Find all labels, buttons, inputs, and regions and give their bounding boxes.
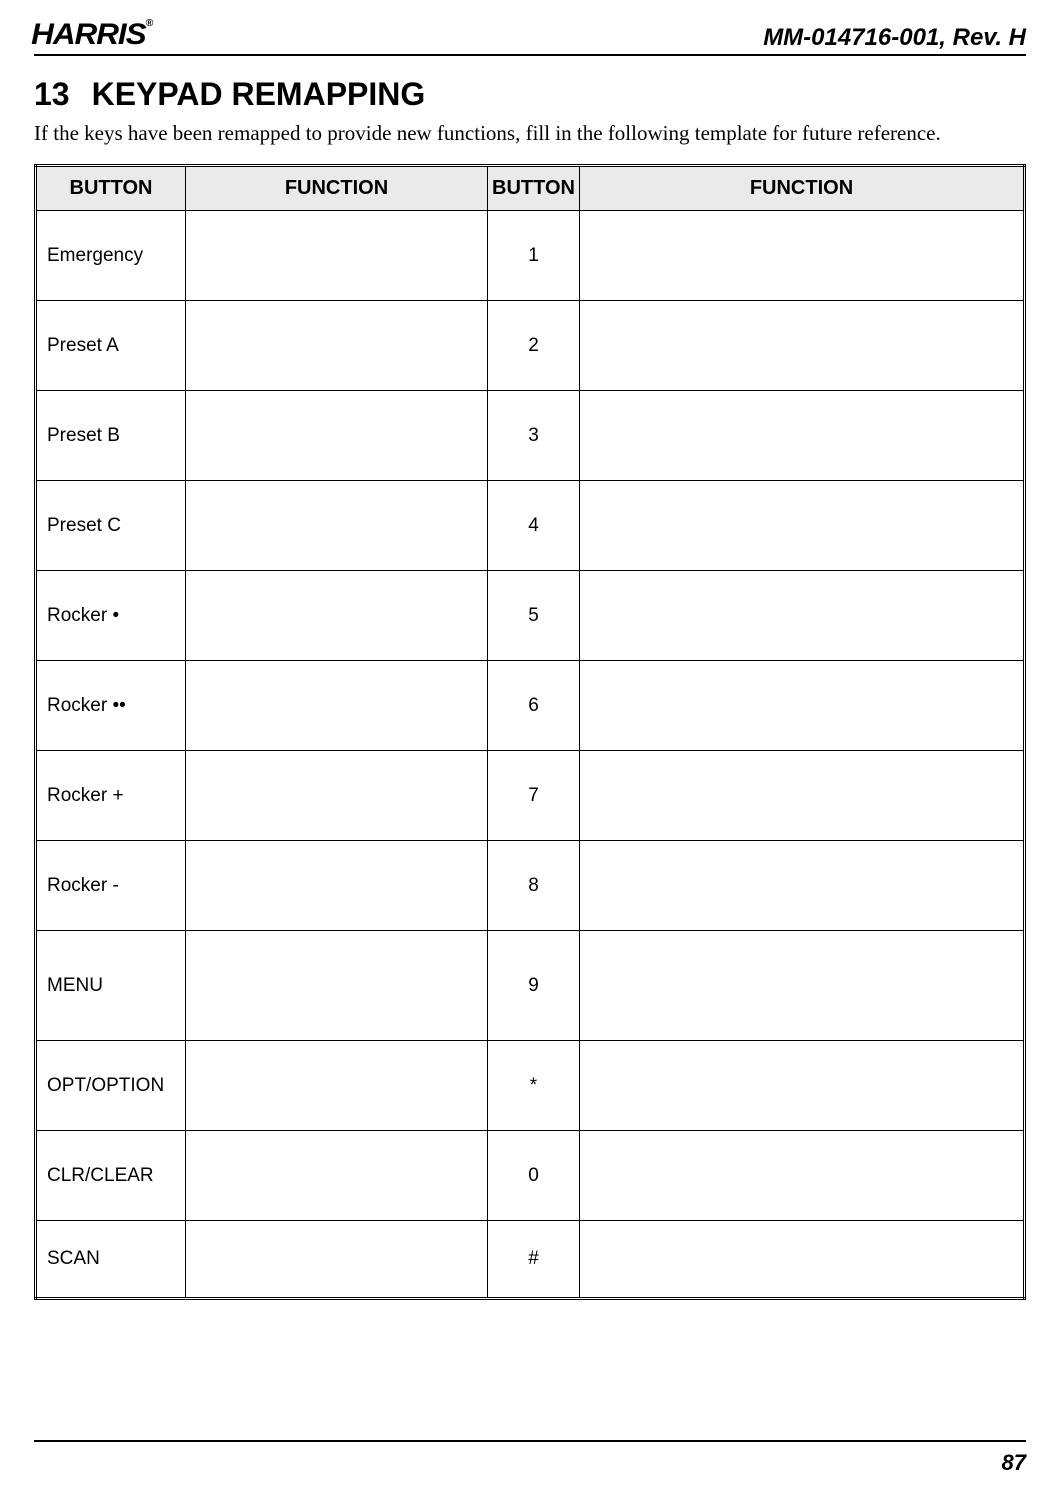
cell-function-left[interactable]	[186, 1131, 488, 1221]
cell-button-right: *	[488, 1041, 580, 1131]
cell-button-left: Preset B	[36, 391, 186, 481]
cell-function-right[interactable]	[579, 211, 1024, 301]
cell-button-left: CLR/CLEAR	[36, 1131, 186, 1221]
col-header-button-left: BUTTON	[36, 166, 186, 211]
cell-button-right: 7	[488, 751, 580, 841]
cell-function-left[interactable]	[186, 301, 488, 391]
cell-function-right[interactable]	[579, 391, 1024, 481]
table-header-row: BUTTON FUNCTION BUTTON FUNCTION	[36, 166, 1025, 211]
cell-function-right[interactable]	[579, 1221, 1024, 1299]
page: HARRIS® MM-014716-001, Rev. H 13KEYPAD R…	[0, 0, 1060, 1496]
cell-button-right: 4	[488, 481, 580, 571]
cell-function-right[interactable]	[579, 301, 1024, 391]
cell-button-left: Rocker •	[36, 571, 186, 661]
keypad-remapping-table: BUTTON FUNCTION BUTTON FUNCTION Emergenc…	[34, 164, 1026, 1300]
cell-function-left[interactable]	[186, 391, 488, 481]
col-header-button-right: BUTTON	[488, 166, 580, 211]
table-row: SCAN #	[36, 1221, 1025, 1299]
cell-function-right[interactable]	[579, 661, 1024, 751]
section-number: 13	[34, 76, 70, 113]
cell-button-right: 0	[488, 1131, 580, 1221]
cell-button-left: Rocker ••	[36, 661, 186, 751]
cell-function-left[interactable]	[186, 931, 488, 1041]
col-header-function-right: FUNCTION	[579, 166, 1024, 211]
cell-button-right: 3	[488, 391, 580, 481]
cell-button-right: 6	[488, 661, 580, 751]
cell-function-left[interactable]	[186, 751, 488, 841]
page-number: 87	[1002, 1450, 1026, 1476]
cell-button-left: MENU	[36, 931, 186, 1041]
table-row: Rocker •• 6	[36, 661, 1025, 751]
cell-button-left: Preset C	[36, 481, 186, 571]
table-row: CLR/CLEAR 0	[36, 1131, 1025, 1221]
logo-text: HARRIS	[31, 18, 145, 51]
brand-logo: HARRIS®	[31, 18, 152, 52]
cell-button-left: SCAN	[36, 1221, 186, 1299]
section-intro: If the keys have been remapped to provid…	[34, 121, 1026, 146]
cell-function-left[interactable]	[186, 571, 488, 661]
cell-function-right[interactable]	[579, 481, 1024, 571]
footer-rule	[34, 1440, 1026, 1442]
table-row: Preset B 3	[36, 391, 1025, 481]
cell-button-left: Preset A	[36, 301, 186, 391]
cell-button-right: 1	[488, 211, 580, 301]
cell-function-right[interactable]	[579, 841, 1024, 931]
document-id: MM-014716-001, Rev. H	[763, 24, 1026, 52]
cell-function-left[interactable]	[186, 661, 488, 751]
cell-button-right: 9	[488, 931, 580, 1041]
table-row: Rocker - 8	[36, 841, 1025, 931]
cell-button-right: 2	[488, 301, 580, 391]
section-title-text: KEYPAD REMAPPING	[92, 76, 426, 112]
section-heading: 13 KEYPAD REMAPPING	[34, 76, 1026, 113]
table-row: Emergency 1	[36, 211, 1025, 301]
cell-function-right[interactable]	[579, 571, 1024, 661]
table-row: Rocker + 7	[36, 751, 1025, 841]
cell-button-left: Emergency	[36, 211, 186, 301]
cell-function-right[interactable]	[579, 751, 1024, 841]
table-row: Preset A 2	[36, 301, 1025, 391]
col-header-function-left: FUNCTION	[186, 166, 488, 211]
cell-function-left[interactable]	[186, 211, 488, 301]
table-row: MENU 9	[36, 931, 1025, 1041]
cell-function-right[interactable]	[579, 1041, 1024, 1131]
table-row: Rocker • 5	[36, 571, 1025, 661]
cell-function-left[interactable]	[186, 481, 488, 571]
cell-button-right: 5	[488, 571, 580, 661]
cell-function-right[interactable]	[579, 931, 1024, 1041]
cell-function-left[interactable]	[186, 1041, 488, 1131]
page-header: HARRIS® MM-014716-001, Rev. H	[34, 18, 1026, 56]
table-row: Preset C 4	[36, 481, 1025, 571]
registered-mark: ®	[146, 18, 153, 29]
cell-button-right: #	[488, 1221, 580, 1299]
cell-button-left: OPT/OPTION	[36, 1041, 186, 1131]
cell-function-left[interactable]	[186, 841, 488, 931]
table-row: OPT/OPTION *	[36, 1041, 1025, 1131]
cell-button-left: Rocker +	[36, 751, 186, 841]
cell-function-left[interactable]	[186, 1221, 488, 1299]
cell-button-right: 8	[488, 841, 580, 931]
cell-button-left: Rocker -	[36, 841, 186, 931]
cell-function-right[interactable]	[579, 1131, 1024, 1221]
table-body: Emergency1Preset A2Preset B3Preset C4Roc…	[36, 211, 1025, 1299]
